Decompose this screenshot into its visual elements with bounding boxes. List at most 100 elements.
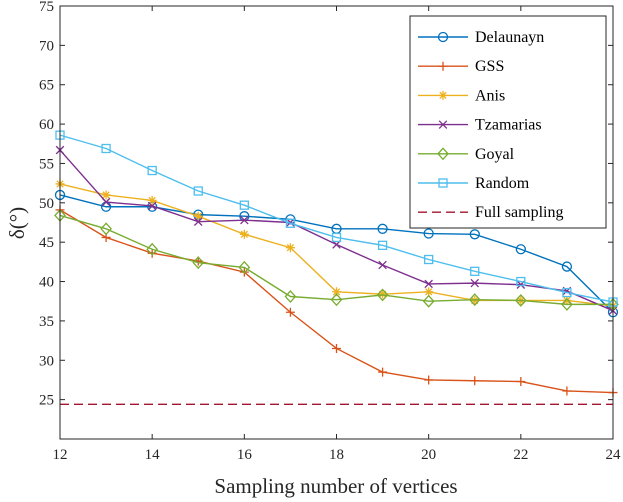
data-point-random	[516, 276, 526, 287]
data-point-tzamarias	[286, 218, 295, 227]
data-point-anis	[424, 287, 434, 297]
x-tick-label: 18	[329, 447, 344, 463]
data-point-goyal	[376, 288, 389, 302]
data-point-goyal	[146, 242, 159, 256]
data-point-goyal	[238, 260, 251, 274]
x-tick-label: 22	[513, 447, 528, 463]
data-point-goyal	[514, 293, 527, 307]
data-point-gss	[516, 377, 526, 387]
legend-label: Full sampling	[475, 204, 563, 221]
data-point-gss	[285, 307, 295, 317]
legend-label: Anis	[475, 87, 505, 104]
legend-label: Goyal	[475, 146, 515, 163]
y-tick-label: 50	[39, 196, 54, 212]
data-point-anis	[101, 190, 111, 200]
legend-marker	[438, 178, 448, 188]
data-point-tzamarias	[101, 197, 111, 207]
legend-box	[409, 15, 607, 229]
x-tick-label: 20	[421, 447, 436, 463]
data-point-random	[285, 218, 296, 228]
data-point-goyal	[192, 256, 205, 270]
legend-item-anis: Anis	[418, 87, 505, 104]
data-point-anis	[562, 295, 572, 305]
data-point-random	[101, 143, 111, 154]
data-point-tzamarias	[193, 217, 203, 226]
data-point-anis	[193, 211, 203, 221]
data-point-random	[331, 232, 342, 243]
legend-item-delaunayn: Delaunayn	[418, 29, 544, 46]
legend-marker	[437, 147, 449, 161]
legend-label: GSS	[475, 58, 504, 75]
x-tick-label: 16	[237, 447, 253, 463]
y-tick-label: 70	[39, 38, 54, 54]
data-point-delaunayn	[561, 261, 573, 272]
y-tick-label: 65	[39, 78, 54, 94]
series-goyal	[54, 208, 619, 311]
legend-item-full-sampling: Full sampling	[418, 204, 563, 221]
y-axis: 25 30 35 40 45 50 55 60 65 70 75	[39, 0, 613, 409]
data-point-anis	[332, 287, 341, 297]
y-tick-label: 25	[39, 393, 54, 409]
data-point-random	[562, 287, 572, 298]
legend-marker	[438, 120, 448, 129]
data-point-random	[147, 165, 157, 176]
legend-label: Tzamarias	[475, 117, 542, 134]
data-point-tzamarias	[240, 215, 249, 225]
data-point-random	[377, 240, 388, 250]
data-point-anis	[378, 289, 388, 299]
data-point-goyal	[422, 294, 435, 308]
y-tick-label: 55	[39, 156, 54, 172]
legend-marker	[438, 90, 448, 100]
data-point-anis	[147, 195, 157, 205]
series-line-goyal	[59, 214, 613, 306]
legend-label: Random	[475, 175, 530, 192]
y-tick-label: 45	[39, 235, 54, 251]
data-point-tzamarias	[470, 278, 480, 288]
data-point-anis	[239, 229, 249, 239]
data-point-delaunayn	[377, 223, 388, 234]
data-point-tzamarias	[424, 279, 433, 289]
y-tick-label: 75	[39, 0, 54, 15]
data-point-goyal	[468, 293, 481, 307]
legend-item-goyal: Goyal	[418, 146, 515, 163]
data-point-delaunayn	[515, 244, 526, 255]
y-tick-label: 60	[39, 117, 54, 133]
data-point-anis	[285, 243, 295, 253]
data-point-goyal	[561, 297, 573, 311]
y-tick-label: 40	[39, 275, 54, 291]
legend-marker	[438, 61, 448, 71]
data-point-gss	[562, 386, 572, 396]
data-point-tzamarias	[378, 260, 387, 270]
data-point-gss	[147, 248, 157, 258]
legend: Delaunayn GSS Anis Tzamarias Goyal Random Full…	[409, 15, 607, 229]
data-point-gss	[424, 375, 434, 385]
data-point-delaunayn	[423, 228, 434, 239]
data-point-random	[470, 266, 480, 276]
series-line-random	[59, 134, 614, 303]
data-point-random	[193, 186, 203, 196]
data-point-gss	[332, 343, 341, 353]
data-point-goyal	[330, 293, 343, 307]
data-point-goyal	[100, 222, 112, 236]
series-tzamarias	[55, 145, 618, 315]
y-tick-label: 30	[39, 353, 54, 369]
x-axis: 12 14 16 18 20 22 24	[53, 6, 621, 463]
data-point-random	[239, 200, 249, 210]
legend-label: Delaunayn	[475, 29, 544, 46]
data-point-tzamarias	[147, 201, 157, 211]
data-point-anis	[470, 295, 480, 305]
x-tick-label: 12	[53, 447, 68, 463]
legend-item-gss: GSS	[418, 58, 504, 75]
x-axis-label: Sampling number of vertices	[214, 474, 457, 498]
data-point-gss	[470, 376, 480, 386]
x-tick-label: 14	[145, 447, 161, 463]
legend-item-random: Random	[418, 175, 530, 192]
legend-marker	[437, 31, 449, 43]
data-point-delaunayn	[469, 229, 480, 240]
y-axis-label: δ(°)	[5, 207, 29, 239]
data-point-gss	[378, 367, 388, 377]
y-tick-label: 35	[39, 314, 54, 330]
data-point-random	[424, 254, 434, 265]
legend-item-tzamarias: Tzamarias	[418, 117, 542, 134]
